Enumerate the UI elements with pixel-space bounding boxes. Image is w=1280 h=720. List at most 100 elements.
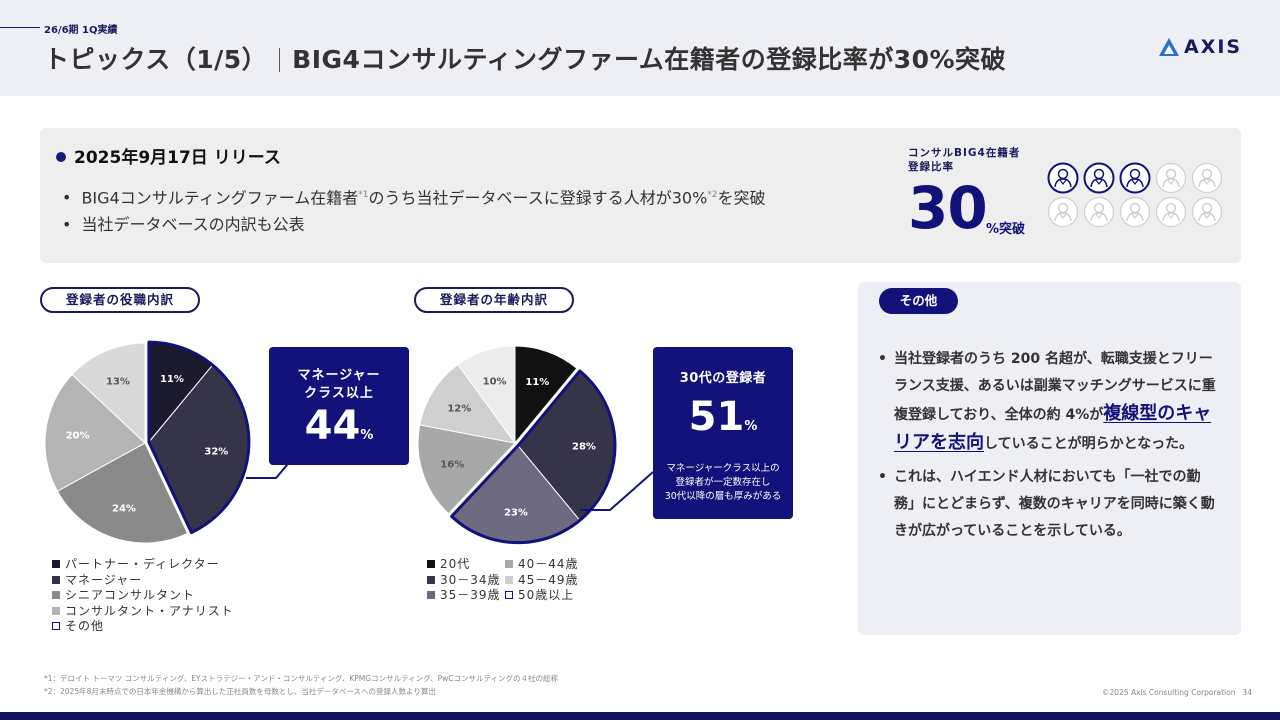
axis-logo-icon [1159, 38, 1179, 56]
pie-slice-1 [514, 345, 578, 445]
footnote-ref-1: *1 [358, 190, 369, 200]
age-pie-chart: 11% 28% 23% 16% 12% 10% [417, 345, 617, 545]
big4-ratio-suffix: %突破 [986, 222, 1026, 237]
big4-ratio-label: コンサルBIG4在籍者 登録比率 [908, 146, 1020, 174]
big4-label-line2: 登録比率 [908, 161, 954, 173]
fiscal-period: 26/6期 1Q実績 [44, 25, 118, 36]
pie-label-4: 16% [440, 459, 464, 470]
header-accent-line [0, 27, 40, 28]
pie-slice-4 [417, 424, 516, 515]
bullet1-text-c: を突破 [717, 188, 766, 208]
age-callout-connector [580, 471, 654, 511]
person-icon-filled [1119, 162, 1151, 194]
release-bullets: BIG4コンサルティングファーム在籍者*1のうち当社データベースに登録する人材が… [62, 182, 766, 238]
pie-label-2: 32% [204, 447, 228, 458]
release-heading: 2025年9月17日 リリース [56, 143, 281, 168]
legend-swatch [505, 560, 513, 568]
bullet1-text-b: のうち当社データベースに登録する人材が30% [368, 188, 708, 208]
legend-item: その他 [52, 619, 234, 635]
bottom-bar [0, 712, 1280, 720]
bullet1-text-a: BIG4コンサルティングファーム在籍者 [81, 188, 359, 208]
legend-label: 45－49歳 [518, 572, 579, 587]
pie-label-4: 20% [66, 430, 90, 441]
pie-slice-5 [419, 363, 517, 444]
person-icon-empty [1155, 196, 1187, 228]
age-callout-title: 30代の登録者 [679, 371, 767, 386]
other-panel: その他 当社登録者のうち 200 名超が、転職支援とフリーランス支援、あるいは副… [858, 282, 1241, 635]
legend-swatch [505, 575, 513, 584]
legend-swatch [52, 575, 60, 584]
age-note-line1: マネージャークラス以上の [666, 463, 780, 474]
other-b1-text-a: 当社登録者のうち 200 名超が、転職支援とフリーランス支援、あるいは副業マッチ… [894, 351, 1216, 423]
role-callout-caption: マネージャー クラス以上 [269, 367, 409, 403]
legend-label: シニアコンサルタント [65, 588, 196, 602]
pie-slice-4 [44, 373, 146, 492]
page-title: トピックス（1/5） BIG4コンサルティングファーム在籍者の登録比率が30%突破 [44, 40, 1006, 76]
age-callout-value: 51 [688, 394, 745, 440]
logo-text: AXIS [1184, 36, 1243, 58]
legend-item: 35－39歳 [427, 588, 505, 604]
pie-slice-3 [56, 442, 189, 544]
legend-label: 40－44歳 [518, 557, 579, 571]
header-band: 26/6期 1Q実績 トピックス（1/5） BIG4コンサルティングファーム在籍者… [0, 0, 1280, 96]
role-callout-box: マネージャー クラス以上 44% [269, 347, 409, 465]
footnote-2: *2：2025年8月末時点での日本年金機構から算出した正社員数を母数とし、当社デ… [44, 687, 436, 696]
legend-label: 30－34歳 [440, 572, 501, 587]
axis-logo: AXIS [1158, 36, 1242, 58]
pie-label-5: 13% [106, 377, 130, 388]
page-number: 34 [1242, 688, 1253, 697]
legend-label: その他 [65, 619, 105, 633]
age-legend: 20代 40－44歳 30－34歳 45－49歳 35－39歳 50歳以上 [427, 557, 595, 604]
person-icon-empty [1119, 196, 1151, 228]
person-icon-empty [1047, 196, 1079, 228]
person-icon-empty [1191, 162, 1223, 194]
age-chart-pill: 登録者の年齢内訳 [414, 287, 574, 313]
legend-item: パートナー・ディレクター [52, 557, 234, 573]
pie-label-6: 10% [483, 376, 507, 387]
role-legend: パートナー・ディレクター マネージャー シニアコンサルタント コンサルタント・アナリス… [52, 557, 234, 635]
title-main: トピックス（1/5） [44, 45, 268, 74]
legend-item: 45－49歳 [505, 573, 595, 589]
legend-item: 50歳以上 [505, 588, 595, 604]
title-separator [279, 48, 281, 72]
legend-item: マネージャー [52, 573, 234, 589]
pie-label-3: 24% [112, 504, 136, 515]
person-icon-filled [1047, 162, 1079, 194]
role-chart-pill: 登録者の役職内訳 [40, 287, 200, 313]
age-callout-note: マネージャークラス以上の 登録者が一定数存在し 30代以降の層も厚みがある [653, 462, 793, 504]
person-icon-filled [1083, 162, 1115, 194]
pie-label-2: 28% [572, 442, 596, 453]
release-bullet-2: 当社データベースの内訳も公表 [62, 211, 766, 238]
legend-swatch [52, 622, 60, 630]
role-callout-value: 44 [304, 403, 361, 449]
pie-label-1: 11% [525, 377, 549, 388]
pie-slice-6 [457, 345, 516, 445]
role-callout-unit: % [360, 428, 374, 443]
footnote-ref-2: *2 [707, 190, 718, 200]
release-bullet-1: BIG4コンサルティングファーム在籍者*1のうち当社データベースに登録する人材が… [62, 182, 766, 211]
legend-label: コンサルタント・アナリスト [65, 603, 234, 618]
legend-swatch [505, 591, 513, 599]
age-callout-box: 30代の登録者 51% マネージャークラス以上の 登録者が一定数存在し 30代以… [653, 347, 793, 519]
other-b1-text-b: していることが明らかとなった。 [984, 436, 1194, 452]
other-pill: その他 [879, 288, 958, 314]
pie-slice-5 [71, 342, 146, 445]
pie-label-1: 11% [160, 374, 184, 385]
highlight-outline [147, 340, 251, 535]
release-heading-text: 2025年9月17日 リリース [74, 148, 281, 168]
legend-swatch [52, 606, 60, 615]
age-callout-unit: % [744, 419, 758, 434]
legend-swatch [427, 560, 435, 568]
other-b1-highlight: 複線型のキャリアを志向 [894, 403, 1212, 453]
big4-label-line1: コンサルBIG4在籍者 [908, 147, 1021, 159]
copyright: ©2025 Axis Consulting Corporation [1102, 688, 1236, 697]
other-bullet-1: 当社登録者のうち 200 名超が、転職支援とフリーランス支援、あるいは副業マッチ… [878, 346, 1218, 458]
bullet-dot-icon [56, 152, 66, 162]
legend-swatch [427, 575, 435, 584]
person-icon-empty [1155, 162, 1187, 194]
legend-label: 35－39歳 [440, 588, 501, 602]
legend-swatch [52, 591, 60, 599]
role-callout-line2: クラス以上 [304, 386, 374, 401]
person-icon-empty [1083, 196, 1115, 228]
release-box: 2025年9月17日 リリース BIG4コンサルティングファーム在籍者*1のうち… [40, 128, 1241, 263]
